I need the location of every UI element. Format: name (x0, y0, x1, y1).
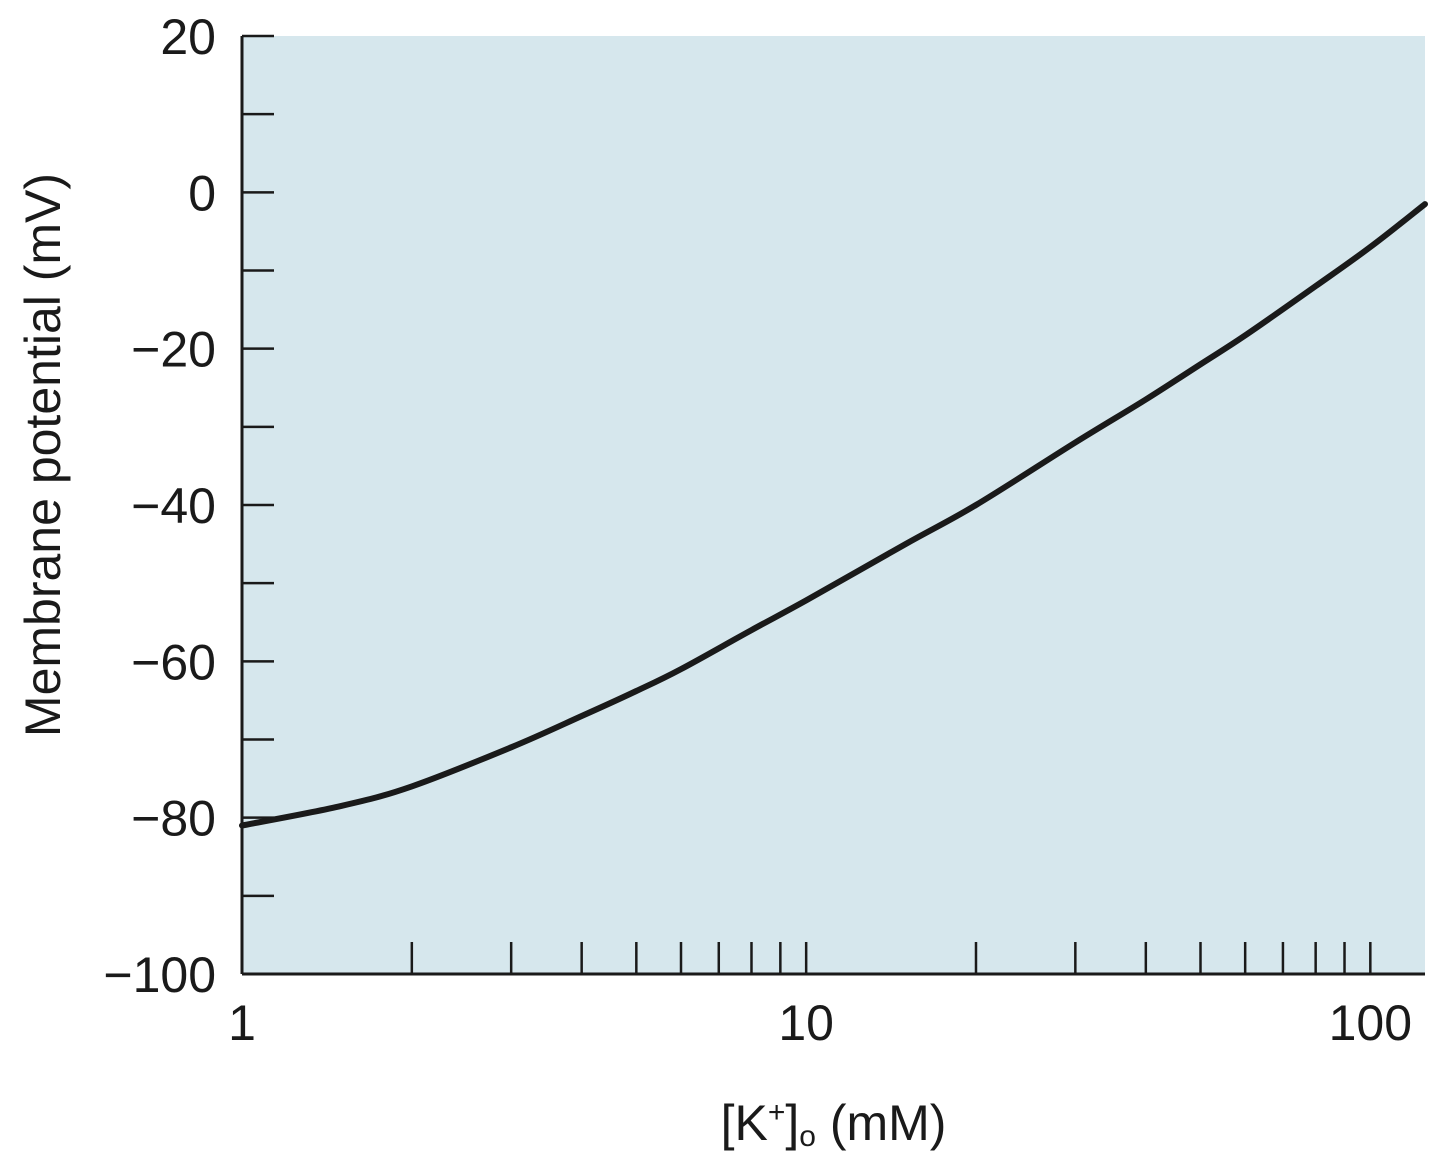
x-tick-label: 100 (1329, 995, 1412, 1051)
y-tick-label: −80 (131, 791, 216, 847)
x-tick-label: 1 (228, 995, 256, 1051)
x-axis-label-close: ] (785, 1095, 799, 1151)
x-axis-label-sub: o (799, 1120, 816, 1153)
x-axis-label: [K+]o (mM) (721, 1095, 947, 1153)
x-axis: 1 10 100 (228, 942, 1425, 1051)
x-axis-label-base: [K (721, 1095, 768, 1151)
x-tick-label: 10 (778, 995, 834, 1051)
y-tick-label: −20 (131, 322, 216, 378)
y-tick-label: −100 (103, 947, 216, 1003)
y-tick-label: −40 (131, 478, 216, 534)
x-axis-label-sup: + (768, 1096, 786, 1129)
plot-background (242, 36, 1425, 974)
y-tick-label: 0 (188, 165, 216, 221)
y-tick-label: 20 (160, 9, 216, 65)
series-line (239, 201, 1428, 829)
y-axis-label: Membrane potential (mV) (15, 173, 71, 737)
y-axis: 20 0 −20 −40 −60 −80 −100 (103, 9, 274, 1003)
y-tick-label: −60 (131, 634, 216, 690)
x-axis-label-unit: (mM) (816, 1095, 947, 1151)
